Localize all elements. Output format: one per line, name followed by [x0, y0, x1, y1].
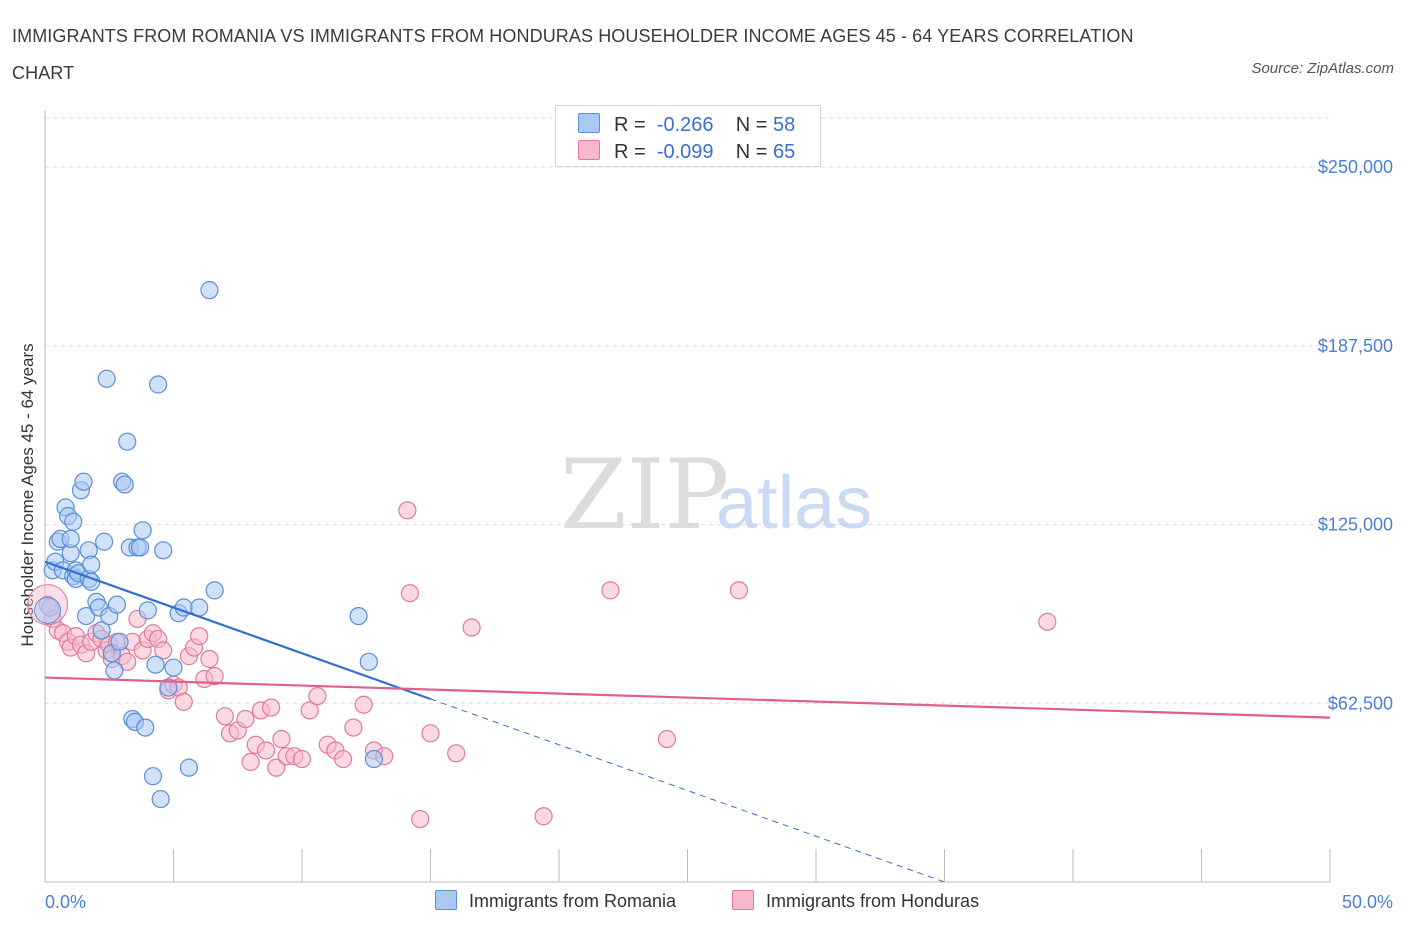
romania-point — [92, 621, 111, 640]
romania-point — [359, 652, 378, 671]
honduras-point — [236, 709, 255, 729]
honduras-point — [190, 627, 209, 646]
honduras-point — [154, 641, 173, 660]
romania-point — [164, 658, 183, 677]
romania-r-value: -0.266 — [656, 114, 714, 136]
romania-point — [179, 758, 199, 777]
y-tick-label: $125,000 — [1318, 515, 1393, 535]
honduras-r-value: -0.099 — [656, 141, 714, 163]
honduras-point — [256, 741, 276, 760]
honduras-point — [215, 707, 234, 726]
honduras-point — [205, 667, 224, 686]
axis-layer — [44, 110, 1331, 883]
romania-point — [200, 281, 219, 300]
zipatlas-watermark: ZIP atlas — [560, 439, 872, 551]
romania-point — [136, 718, 155, 737]
romania-point — [34, 596, 62, 624]
romania-point — [77, 606, 96, 626]
romania-point — [364, 749, 384, 769]
honduras-point — [241, 752, 260, 772]
romania-trend-extension — [430, 698, 945, 883]
honduras-point — [411, 809, 430, 829]
honduras-point — [657, 729, 677, 749]
honduras-n-value: 65 — [773, 141, 796, 163]
bottom-legend-honduras: Immigrants from Honduras — [732, 890, 979, 912]
r-label: R = — [614, 141, 646, 163]
romania-n-value: 58 — [773, 114, 796, 136]
honduras-point — [534, 807, 553, 826]
points-layer — [27, 281, 1057, 829]
honduras-point — [1038, 612, 1057, 631]
honduras-point — [174, 692, 193, 711]
watermark-zip: ZIP — [560, 439, 729, 551]
honduras-point — [601, 581, 620, 600]
legend-row-honduras: R = -0.099 N = 65 — [578, 140, 795, 164]
grid-layer — [45, 117, 1330, 704]
honduras-swatch — [578, 140, 600, 160]
honduras-point — [272, 729, 291, 749]
romania-point — [349, 606, 368, 626]
honduras-point — [308, 687, 327, 706]
honduras-point — [729, 581, 749, 600]
romania-point — [74, 472, 93, 491]
romania-point — [148, 375, 168, 394]
romania-point — [82, 555, 101, 574]
honduras-point — [292, 749, 312, 769]
honduras-point — [354, 695, 373, 714]
y-tick-label: $62,500 — [1328, 693, 1393, 713]
correlation-legend: R = -0.266 N = 58 R = -0.099 N = 65 — [555, 105, 821, 167]
y-tick-label: $187,500 — [1318, 336, 1393, 356]
romania-trend-line — [44, 560, 431, 701]
romania-point — [118, 432, 137, 451]
tick-layer: $62,500 $125,000 $187,500 $250,000 0.0% 50.0% — [45, 157, 1393, 912]
honduras-point — [267, 758, 286, 777]
honduras-point — [300, 701, 319, 720]
honduras-trend-line — [44, 676, 1331, 719]
honduras-point — [118, 652, 137, 671]
romania-point — [133, 521, 152, 540]
romania-point — [105, 661, 124, 680]
y-tick-label: $250,000 — [1318, 157, 1393, 177]
legend-row-romania: R = -0.266 N = 58 — [578, 113, 795, 137]
romania-point — [151, 789, 170, 809]
source-label: Source: ZipAtlas.com — [1251, 60, 1394, 77]
honduras-point — [421, 724, 440, 743]
honduras-point — [200, 649, 219, 669]
honduras-swatch — [732, 890, 754, 910]
legend-label-honduras: Immigrants from Honduras — [766, 891, 980, 911]
romania-swatch — [435, 890, 457, 910]
x-tick-label: 50.0% — [1342, 892, 1393, 912]
trend-layer — [44, 560, 1331, 883]
romania-point — [107, 595, 127, 614]
n-label: N = — [735, 114, 768, 136]
bottom-legend-romania: Immigrants from Romania — [435, 890, 676, 912]
romania-point — [115, 475, 134, 494]
romania-point — [130, 538, 150, 557]
honduras-point — [447, 744, 466, 763]
romania-point — [146, 655, 165, 674]
n-label: N = — [735, 141, 768, 163]
romania-point — [138, 601, 157, 620]
x-tick-label: 0.0% — [45, 892, 86, 912]
honduras-point — [344, 718, 363, 737]
romania-swatch — [578, 113, 600, 133]
honduras-point — [334, 749, 353, 769]
legend-label-romania: Immigrants from Romania — [469, 891, 677, 911]
honduras-point — [462, 618, 481, 637]
honduras-point — [400, 584, 420, 603]
watermark-atlas: atlas — [716, 461, 872, 544]
romania-point — [159, 678, 178, 697]
honduras-point — [262, 698, 281, 717]
r-label: R = — [614, 114, 646, 136]
romania-point — [64, 512, 83, 531]
romania-point — [61, 529, 80, 548]
romania-point — [97, 369, 116, 388]
romania-point — [205, 581, 224, 600]
romania-point — [110, 632, 129, 651]
chart-title: IMMIGRANTS FROM ROMANIA VS IMMIGRANTS FR… — [12, 26, 1134, 83]
romania-point — [95, 532, 114, 551]
romania-point — [154, 541, 173, 560]
honduras-point — [398, 501, 417, 520]
romania-point — [143, 767, 163, 786]
